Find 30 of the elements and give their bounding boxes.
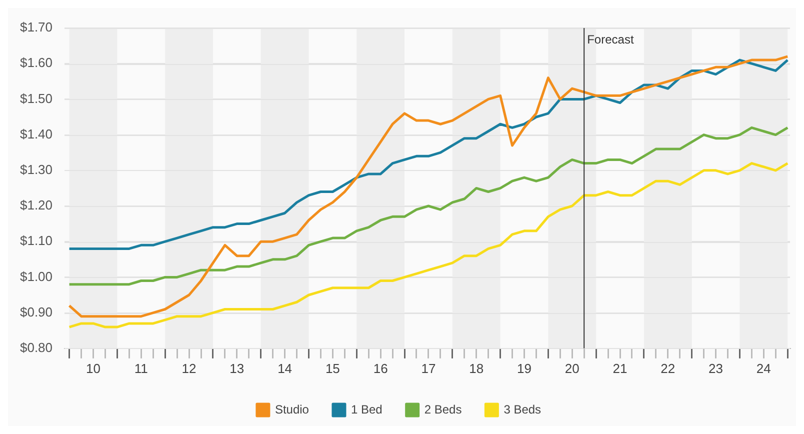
y-tick-label: $1.10	[20, 233, 53, 248]
y-tick-label: $1.00	[20, 268, 53, 284]
x-tick-label: 14	[278, 360, 292, 376]
x-tick-label: 17	[421, 360, 436, 376]
x-tick-label: 19	[517, 360, 532, 376]
x-tick-label: 20	[564, 360, 580, 376]
y-tick-label: $0.90	[20, 304, 53, 320]
y-tick-label: $1.30	[20, 162, 53, 177]
x-tick-label: 22	[660, 360, 676, 376]
x-tick-label: 13	[230, 360, 244, 376]
x-tick-label: 21	[612, 360, 628, 376]
legend-label: 3 Beds	[504, 402, 542, 416]
x-tick-label: 15	[325, 360, 340, 376]
x-tick-label: 11	[134, 360, 148, 376]
y-tick-label: $1.70	[20, 20, 53, 35]
legend-label: Studio	[274, 402, 310, 416]
y-tick-label: $1.50	[20, 90, 53, 106]
x-tick-label: 16	[373, 360, 388, 376]
x-tick-label: 18	[469, 360, 484, 376]
x-tick-label: 24	[756, 360, 771, 376]
legend-label: 2 Beds	[424, 402, 462, 416]
x-tick-label: 10	[86, 360, 100, 376]
y-tick-label: $1.40	[20, 126, 53, 142]
y-tick-label: $1.20	[20, 198, 53, 213]
legend-label: 1 Bed	[350, 402, 382, 416]
y-tick-label: $0.80	[20, 340, 53, 355]
ref-line-label: Forecast	[587, 32, 634, 46]
y-tick-label: $1.60	[20, 55, 53, 70]
x-tick-label: 23	[708, 360, 724, 376]
x-tick-label: 12	[182, 360, 196, 376]
